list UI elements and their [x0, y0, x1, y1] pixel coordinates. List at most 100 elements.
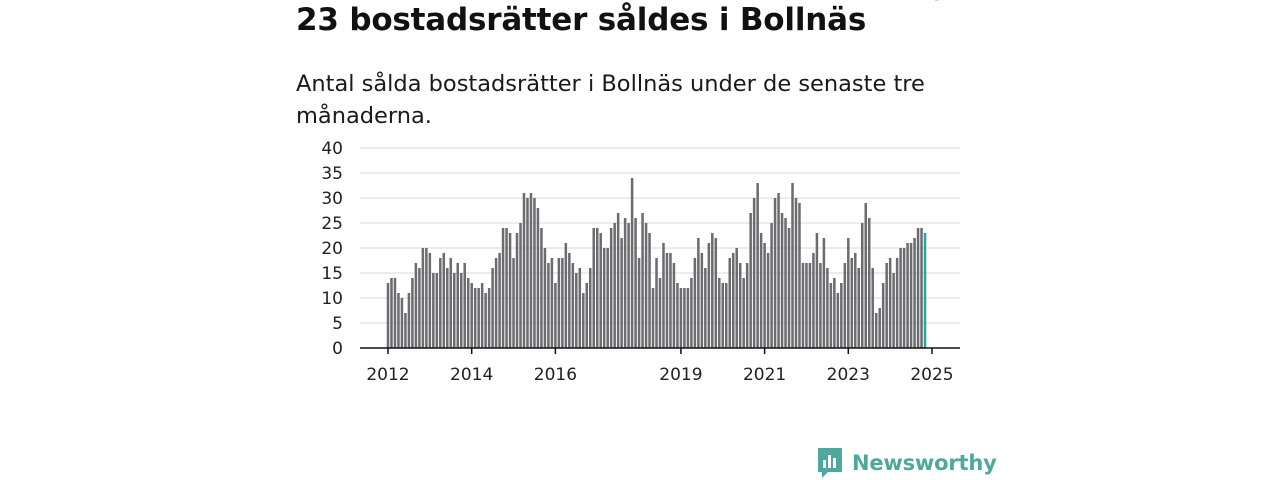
bar — [721, 283, 725, 348]
bar — [564, 243, 568, 348]
bar — [449, 258, 453, 348]
bar — [393, 278, 397, 348]
bar — [386, 283, 390, 348]
bar — [606, 248, 609, 348]
bar — [480, 283, 484, 348]
bar — [913, 238, 916, 348]
bar — [833, 278, 836, 348]
chart-subtitle: Antal sålda bostadsrätter i Bollnäs unde… — [296, 71, 925, 129]
bar — [442, 253, 446, 348]
bar — [644, 223, 648, 348]
bar — [561, 258, 564, 348]
bar — [547, 263, 550, 348]
x-axis: 2012 2014 2016 2019 2021 2023 2025 — [360, 347, 960, 385]
bar — [428, 253, 432, 348]
bar — [613, 223, 616, 348]
x-tick-label: 2021 — [743, 365, 786, 385]
bar — [634, 218, 637, 348]
bars — [386, 178, 927, 348]
bar — [714, 238, 718, 348]
bar — [759, 233, 763, 348]
y-tick-label: 5 — [332, 314, 343, 334]
bar — [861, 223, 864, 348]
bar — [801, 263, 805, 348]
bar — [407, 293, 411, 348]
bar — [404, 313, 407, 348]
bar — [867, 218, 871, 348]
bar — [616, 213, 620, 348]
bar — [763, 243, 766, 348]
bar — [808, 263, 812, 348]
bar — [519, 223, 522, 348]
bar — [620, 238, 623, 348]
bar — [397, 293, 400, 348]
bar — [390, 278, 393, 348]
bar — [871, 268, 874, 348]
bar — [735, 248, 738, 348]
bar — [557, 258, 561, 348]
bar — [693, 258, 697, 348]
bar — [470, 283, 473, 348]
bar — [847, 238, 850, 348]
bar — [651, 288, 655, 348]
bar — [540, 228, 543, 348]
bar — [582, 293, 585, 348]
bar — [854, 253, 857, 348]
bar — [505, 228, 508, 348]
bar — [826, 268, 829, 348]
bar — [784, 218, 787, 348]
bar — [707, 243, 711, 348]
bar — [484, 293, 487, 348]
bar — [718, 278, 721, 348]
bar — [787, 228, 791, 348]
bar — [690, 278, 693, 348]
bar — [857, 268, 861, 348]
bar — [819, 263, 822, 348]
bar — [456, 263, 459, 348]
y-axis-ticks: 0 5 10 15 20 25 30 35 40 — [321, 139, 343, 359]
bar — [466, 278, 470, 348]
bar — [571, 263, 575, 348]
bar — [623, 218, 627, 348]
bar — [501, 228, 505, 348]
bar — [840, 283, 843, 348]
bar — [599, 233, 602, 348]
x-tick-label: 2019 — [659, 365, 702, 385]
y-tick-label: 20 — [321, 239, 343, 259]
bar — [473, 288, 477, 348]
bar — [522, 193, 526, 348]
bar — [515, 233, 519, 348]
chart-title: 23 bostadsrätter såldes i Bollnäs — [296, 2, 867, 38]
bar — [459, 273, 463, 348]
bar — [780, 213, 784, 348]
bar — [533, 198, 536, 348]
bar — [766, 253, 770, 348]
bar — [602, 248, 606, 348]
bar-highlight — [923, 233, 927, 348]
bar — [920, 228, 923, 348]
bar — [641, 213, 644, 348]
bar — [665, 253, 669, 348]
bar — [627, 223, 630, 348]
bar — [439, 258, 442, 348]
bar — [906, 243, 909, 348]
y-tick-label: 35 — [321, 164, 343, 184]
bar — [773, 198, 777, 348]
newsworthy-logo: Newsworthy — [816, 446, 997, 480]
bar — [815, 233, 819, 348]
bar — [738, 263, 742, 348]
bar — [756, 183, 759, 348]
x-tick-label: 2023 — [827, 365, 870, 385]
bar — [745, 263, 749, 348]
bar — [916, 228, 920, 348]
bar — [728, 258, 731, 348]
bar — [742, 278, 745, 348]
newsworthy-logo-icon — [818, 448, 842, 478]
bar — [895, 258, 899, 348]
bar — [805, 263, 808, 348]
y-tick-label: 0 — [332, 339, 343, 359]
bar — [554, 283, 557, 348]
bar — [425, 248, 428, 348]
bar — [658, 278, 662, 348]
